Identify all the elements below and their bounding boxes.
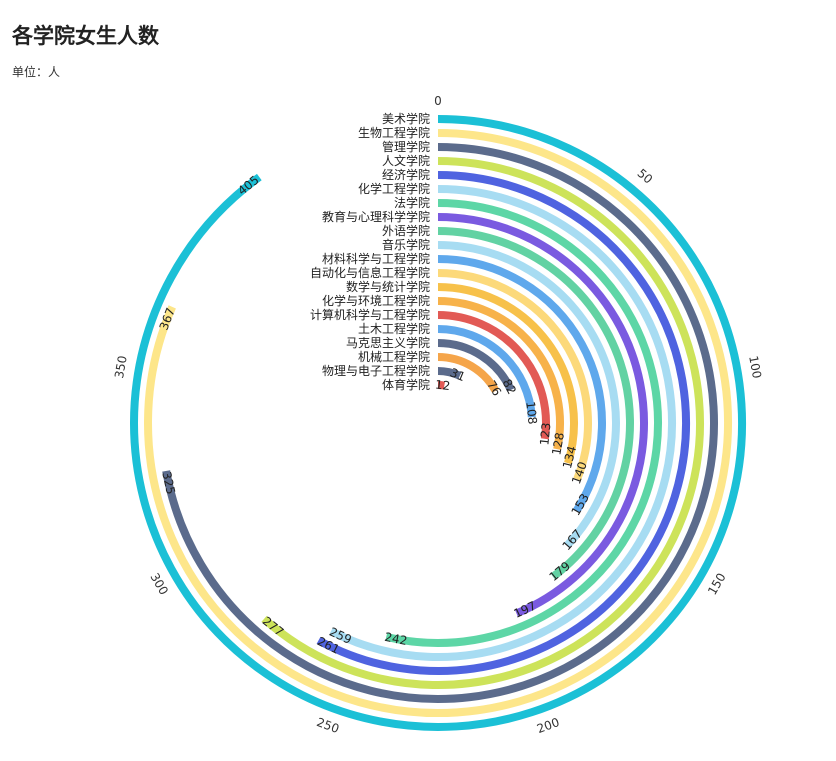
bar-3[interactable] bbox=[162, 143, 718, 703]
bar-6[interactable] bbox=[329, 185, 676, 661]
category-label: 外语学院 bbox=[382, 223, 430, 238]
category-label: 数学与统计学院 bbox=[346, 279, 430, 294]
tick-label: 100 bbox=[746, 355, 764, 380]
category-label: 计算机科学与工程学院 bbox=[310, 307, 430, 322]
data-label: 134 bbox=[560, 444, 579, 470]
category-label: 经济学院 bbox=[382, 167, 430, 182]
bar-8[interactable] bbox=[437, 213, 648, 618]
bar-10[interactable] bbox=[437, 241, 620, 549]
bar-2[interactable] bbox=[144, 129, 732, 717]
category-label: 物理与电子工程学院 bbox=[322, 363, 430, 378]
chart-subtitle: 单位：人 bbox=[12, 65, 61, 79]
data-label: 82 bbox=[500, 377, 519, 397]
bar-9[interactable] bbox=[437, 227, 634, 580]
category-label: 机械工程学院 bbox=[358, 349, 430, 364]
category-label: 土木工程学院 bbox=[358, 321, 430, 336]
bar-11[interactable] bbox=[437, 255, 606, 514]
category-label: 人文学院 bbox=[382, 153, 430, 168]
bar-4[interactable] bbox=[261, 157, 704, 689]
data-label: 31 bbox=[448, 365, 467, 384]
bar-7[interactable] bbox=[385, 199, 662, 647]
tick-label: 350 bbox=[112, 355, 130, 380]
category-label: 教育与心理科学学院 bbox=[322, 209, 430, 224]
category-label: 管理学院 bbox=[382, 139, 430, 154]
data-label: 325 bbox=[159, 470, 178, 495]
bar-5[interactable] bbox=[316, 171, 690, 675]
tick-label: 0 bbox=[434, 94, 442, 108]
category-label: 美术学院 bbox=[382, 111, 430, 126]
category-label: 音乐学院 bbox=[382, 237, 430, 252]
bar-18[interactable] bbox=[437, 353, 500, 393]
bar-17[interactable] bbox=[437, 339, 515, 392]
category-label: 化学与环境工程学院 bbox=[322, 293, 430, 308]
category-label: 体育学院 bbox=[382, 377, 430, 392]
bar-20[interactable] bbox=[437, 381, 446, 390]
bars bbox=[130, 115, 746, 731]
tick-label: 150 bbox=[705, 571, 729, 598]
data-label: 242 bbox=[383, 630, 408, 648]
tick-label: 200 bbox=[535, 715, 561, 736]
category-label: 化学工程学院 bbox=[358, 181, 430, 196]
bar-13[interactable] bbox=[437, 283, 578, 465]
category-label: 生物工程学院 bbox=[358, 125, 430, 140]
data-label: 76 bbox=[484, 378, 504, 398]
data-label: 123 bbox=[537, 422, 553, 446]
chart-title: 各学院女生人数 bbox=[12, 24, 159, 48]
bar-12[interactable] bbox=[437, 269, 592, 481]
data-label: 12 bbox=[434, 377, 451, 393]
tick-label: 50 bbox=[635, 166, 656, 187]
data-label: 108 bbox=[523, 401, 539, 425]
tick-label: 250 bbox=[315, 715, 341, 736]
bar-15[interactable] bbox=[437, 311, 550, 440]
data-label: 128 bbox=[549, 431, 567, 456]
bar-16[interactable] bbox=[437, 325, 536, 418]
category-label: 材料科学与工程学院 bbox=[322, 251, 430, 266]
bar-1[interactable] bbox=[130, 115, 746, 731]
category-label: 法学院 bbox=[394, 195, 430, 210]
category-label: 自动化与信息工程学院 bbox=[310, 265, 430, 280]
category-labels: 美术学院生物工程学院管理学院人文学院经济学院化学工程学院法学院教育与心理科学学院… bbox=[310, 111, 430, 392]
tick-label: 300 bbox=[147, 571, 171, 598]
category-label: 马克思主义学院 bbox=[346, 335, 430, 350]
bar-14[interactable] bbox=[437, 297, 564, 451]
bar-19[interactable] bbox=[437, 367, 462, 380]
